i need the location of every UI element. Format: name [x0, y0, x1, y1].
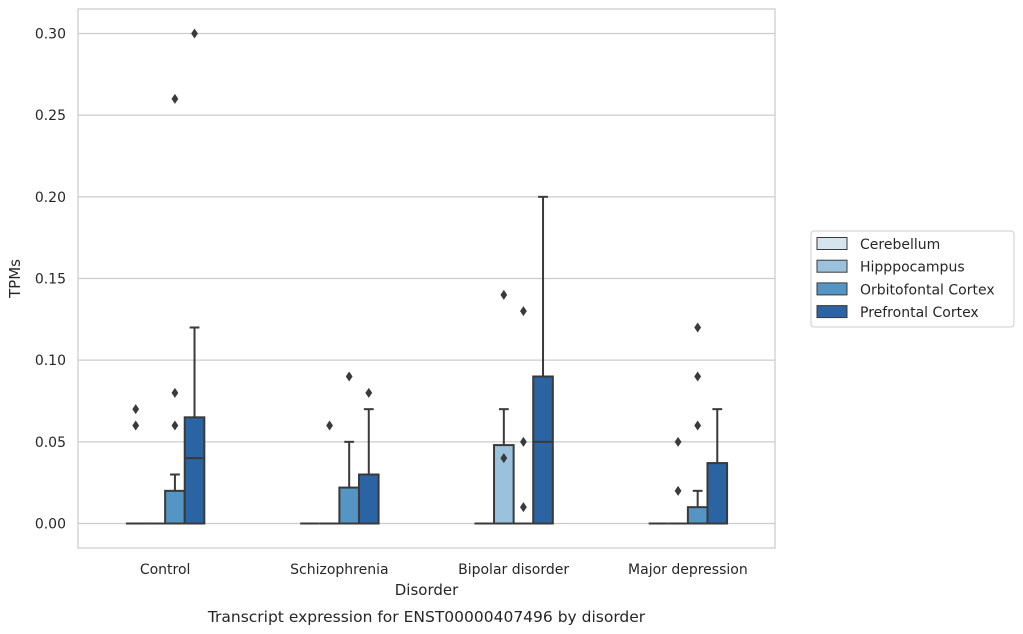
box	[164, 489, 186, 525]
outlier-point	[191, 28, 198, 39]
box	[686, 506, 709, 525]
y-tick-label: 0.20	[35, 190, 66, 206]
box	[183, 416, 206, 525]
outlier-point	[694, 371, 702, 382]
boxes	[125, 28, 729, 525]
outlier-point	[520, 502, 527, 513]
y-tick-label: 0.05	[35, 435, 66, 451]
legend-label: Hipppocampus	[860, 260, 965, 276]
outlier-point	[674, 485, 682, 496]
outlier-point	[345, 371, 353, 382]
legend-label: Prefrontal Cortex	[860, 305, 979, 321]
box	[338, 486, 360, 525]
legend-swatch	[816, 282, 848, 296]
box	[706, 462, 729, 525]
outlier-point	[326, 420, 333, 431]
legend-frame	[810, 230, 1015, 328]
chart-caption: Transcript expression for ENST0000040749…	[207, 608, 646, 626]
legend-swatch	[816, 259, 848, 273]
y-tick-label: 0.30	[35, 27, 66, 43]
outlier-point	[500, 289, 508, 300]
outlier-point	[171, 420, 179, 431]
outlier-point	[171, 387, 179, 398]
legend-swatch	[816, 305, 848, 319]
outlier-point	[171, 93, 179, 104]
legend-label: Cerebellum	[860, 237, 940, 253]
outlier-point	[520, 306, 527, 317]
x-tick-label: Major depression	[628, 562, 748, 578]
x-axis-label: Disorder	[395, 581, 459, 599]
box	[357, 473, 380, 525]
y-tick-label: 0.25	[35, 108, 66, 124]
outlier-point	[694, 322, 702, 333]
plot-frame	[77, 8, 776, 549]
y-tick-labels: 0.00 0.05 0.10 0.15 0.20 0.25 0.30	[35, 27, 66, 533]
legend-label: Orbitofontal Cortex	[860, 282, 995, 298]
y-tick-label: 0.15	[35, 272, 66, 288]
x-tick-label: Bipolar disorder	[458, 562, 569, 578]
legend-swatch	[816, 237, 848, 250]
outlier-point	[674, 436, 682, 447]
outlier-point	[132, 420, 140, 431]
legend: Cerebellum Hipppocampus Orbitofontal Corte…	[810, 230, 1015, 328]
outlier-point	[132, 404, 140, 415]
box	[532, 375, 554, 525]
x-tick-label: Control	[140, 562, 191, 578]
y-tick-label: 0.10	[35, 353, 66, 369]
outlier-point	[520, 436, 527, 447]
y-axis-label: TPMs	[6, 259, 24, 299]
outlier-point	[694, 420, 702, 431]
outlier-point	[365, 387, 373, 398]
y-tick-label: 0.00	[35, 517, 66, 533]
x-tick-labels: Control Schizophrenia Bipolar disorder Majo…	[140, 562, 748, 578]
outlier-point	[500, 453, 508, 464]
x-tick-label: Schizophrenia	[290, 562, 388, 578]
